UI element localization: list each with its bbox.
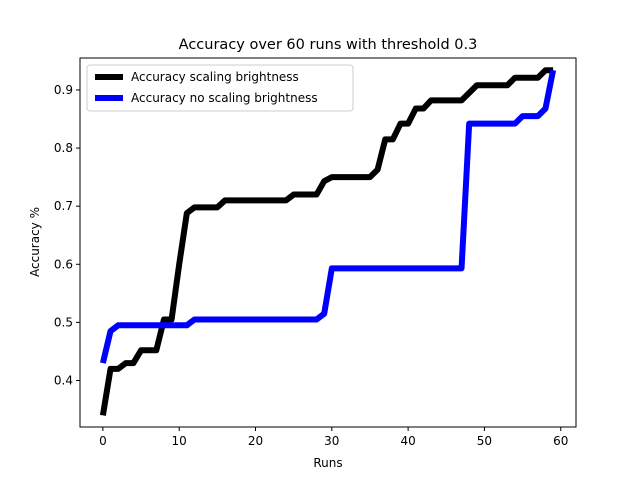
plot-frame (79, 57, 577, 428)
x-tick-label: 30 (324, 434, 339, 448)
chart-title: Accuracy over 60 runs with threshold 0.3 (179, 37, 478, 53)
x-tick-label: 50 (477, 434, 492, 448)
x-axis: 0 10 20 30 40 50 60 (99, 427, 568, 448)
legend-label-2: Accuracy no scaling brightness (131, 91, 318, 105)
y-tick-label: 0.7 (54, 199, 73, 213)
y-tick-label: 0.4 (54, 374, 73, 388)
x-tick-label: 20 (248, 434, 263, 448)
x-tick-label: 10 (172, 434, 187, 448)
x-tick-label: 0 (99, 434, 107, 448)
y-tick-label: 0.6 (54, 257, 73, 271)
series-line-2 (99, 69, 557, 364)
y-axis-label: Accuracy % (28, 207, 42, 277)
y-tick-label: 0.5 (54, 315, 73, 329)
y-axis: 0.4 0.5 0.6 0.7 0.8 0.9 (54, 83, 80, 388)
series-line-1 (99, 67, 554, 416)
legend-label-1: Accuracy scaling brightness (131, 70, 299, 84)
plot-lines (99, 67, 557, 416)
x-tick-label: 40 (400, 434, 415, 448)
legend-box (86, 64, 354, 112)
y-tick-label: 0.9 (54, 83, 73, 97)
x-axis-label: Runs (313, 456, 342, 470)
x-tick-label: 60 (553, 434, 568, 448)
legend: Accuracy scaling brightness Accuracy no s… (86, 64, 354, 112)
y-tick-label: 0.8 (54, 141, 73, 155)
